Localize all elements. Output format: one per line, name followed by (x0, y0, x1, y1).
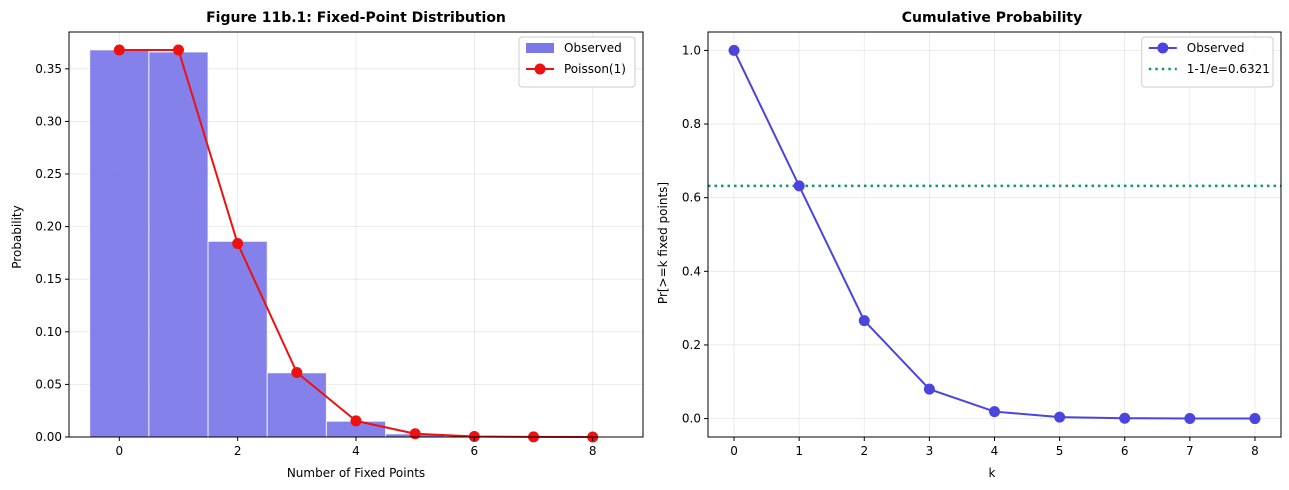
y-axis-label: Pr[>=k fixed points] (656, 182, 670, 304)
data-point-7 (1184, 412, 1196, 424)
legend-label: Poisson(1) (564, 62, 626, 76)
legend-swatch-marker (534, 63, 546, 75)
x-tick-label: 3 (926, 444, 934, 458)
bar-2 (207, 240, 268, 438)
y-tick-label: 0.00 (35, 430, 62, 444)
legend: Observed 1-1/e=0.6321 (1141, 36, 1274, 88)
bar-3 (266, 372, 327, 438)
y-tick-label: 1.0 (682, 43, 701, 57)
data-point-5 (1054, 411, 1066, 423)
x-tick-label: 2 (234, 444, 242, 458)
x-tick-label: 8 (589, 444, 597, 458)
data-point-1 (172, 44, 184, 56)
data-point-4 (350, 415, 362, 427)
y-tick-label: 0.0 (682, 412, 701, 426)
y-tick-label: 0.15 (35, 272, 62, 286)
y-axis-label: Probability (10, 205, 24, 268)
legend-box (1141, 36, 1274, 88)
y-tick-label: 0.25 (35, 167, 62, 181)
y-tick-label: 0.05 (35, 377, 62, 391)
data-point-8 (1249, 413, 1261, 425)
x-tick-label: 4 (352, 444, 360, 458)
x-tick-label: 6 (1121, 444, 1129, 458)
y-tick-label: 0.10 (35, 325, 62, 339)
legend-label: Observed (564, 41, 622, 55)
x-tick-label: 5 (1056, 444, 1064, 458)
legend: Observed Poisson(1) (518, 36, 636, 88)
chart-fixed-point-distribution: Figure 11b.1: Fixed-Point Distribution 0… (10, 10, 644, 480)
x-tick-label: 7 (1186, 444, 1194, 458)
data-point-1 (793, 180, 805, 192)
data-point-2 (858, 315, 870, 327)
bar-1 (148, 51, 209, 438)
x-tick-label: 0 (115, 444, 123, 458)
y-tick-label: 0.20 (35, 220, 62, 234)
x-axis-label: Number of Fixed Points (287, 466, 425, 480)
data-point-4 (989, 406, 1000, 418)
data-point-0 (728, 44, 740, 56)
plot-frame (68, 31, 644, 438)
y-tick-label: 0.8 (682, 117, 701, 131)
bar-0 (89, 49, 150, 438)
y-tick-label: 0.4 (682, 264, 701, 278)
data-point-3 (923, 383, 935, 395)
data-point-6 (468, 430, 480, 442)
data-point-5 (409, 428, 421, 440)
x-tick-label: 8 (1251, 444, 1259, 458)
x-tick-label: 2 (860, 444, 868, 458)
x-tick-label: 1 (795, 444, 803, 458)
x-tick-label: 4 (991, 444, 999, 458)
data-point-6 (1119, 412, 1131, 424)
chart-cumulative-probability: Cumulative Probability 0 1 2 3 4 5 6 7 8 0.0 0.2 0.… (656, 10, 1282, 480)
x-axis-label: k (989, 466, 996, 480)
x-tick-label: 6 (471, 444, 479, 458)
data-point-2 (232, 238, 244, 250)
chart-title: Cumulative Probability (902, 10, 1083, 26)
plot-frame (707, 31, 1282, 438)
y-tick-label: 0.30 (35, 114, 62, 128)
y-tick-label: 0.2 (682, 338, 701, 352)
data-point-0 (113, 44, 125, 56)
chart-title: Figure 11b.1: Fixed-Point Distribution (206, 10, 506, 26)
y-tick-label: 0.6 (682, 191, 701, 205)
y-tick-label: 0.35 (35, 62, 62, 76)
x-tick-label: 0 (730, 444, 738, 458)
legend-label: 1-1/e=0.6321 (1187, 62, 1270, 76)
data-point-3 (291, 367, 303, 379)
legend-swatch-marker (1157, 42, 1169, 54)
legend-swatch-bar (526, 43, 554, 53)
legend-label: Observed (1187, 41, 1245, 55)
